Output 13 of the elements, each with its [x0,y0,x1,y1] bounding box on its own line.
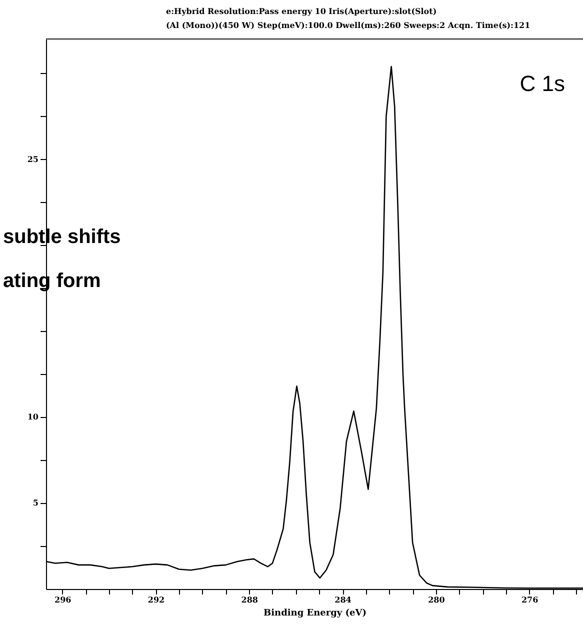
x-axis-title: Binding Energy (eV) [263,608,367,618]
y-tick-label: 25 [27,154,38,164]
chart-subtitle: (Al (Mono))(450 W) Step(meV):100.0 Dwell(ms):260 Sweeps:2 Acqn. Time(s):121 [166,20,530,30]
annotation: C 1s [520,71,565,96]
x-tick-label: 284 [334,594,352,604]
y-tick-label: 5 [32,498,38,508]
x-tick-label: 280 [428,594,446,604]
x-tick-label: 292 [148,594,165,604]
x-tick-label: 288 [241,594,258,604]
x-tick-label: 276 [521,594,539,604]
y-tick-label: 10 [27,412,39,422]
x-tick-label: 296 [54,594,72,604]
chart-title: e:Hybrid Resolution:Pass energy 10 Iris(Aperture):slot(Slot) [166,6,437,16]
